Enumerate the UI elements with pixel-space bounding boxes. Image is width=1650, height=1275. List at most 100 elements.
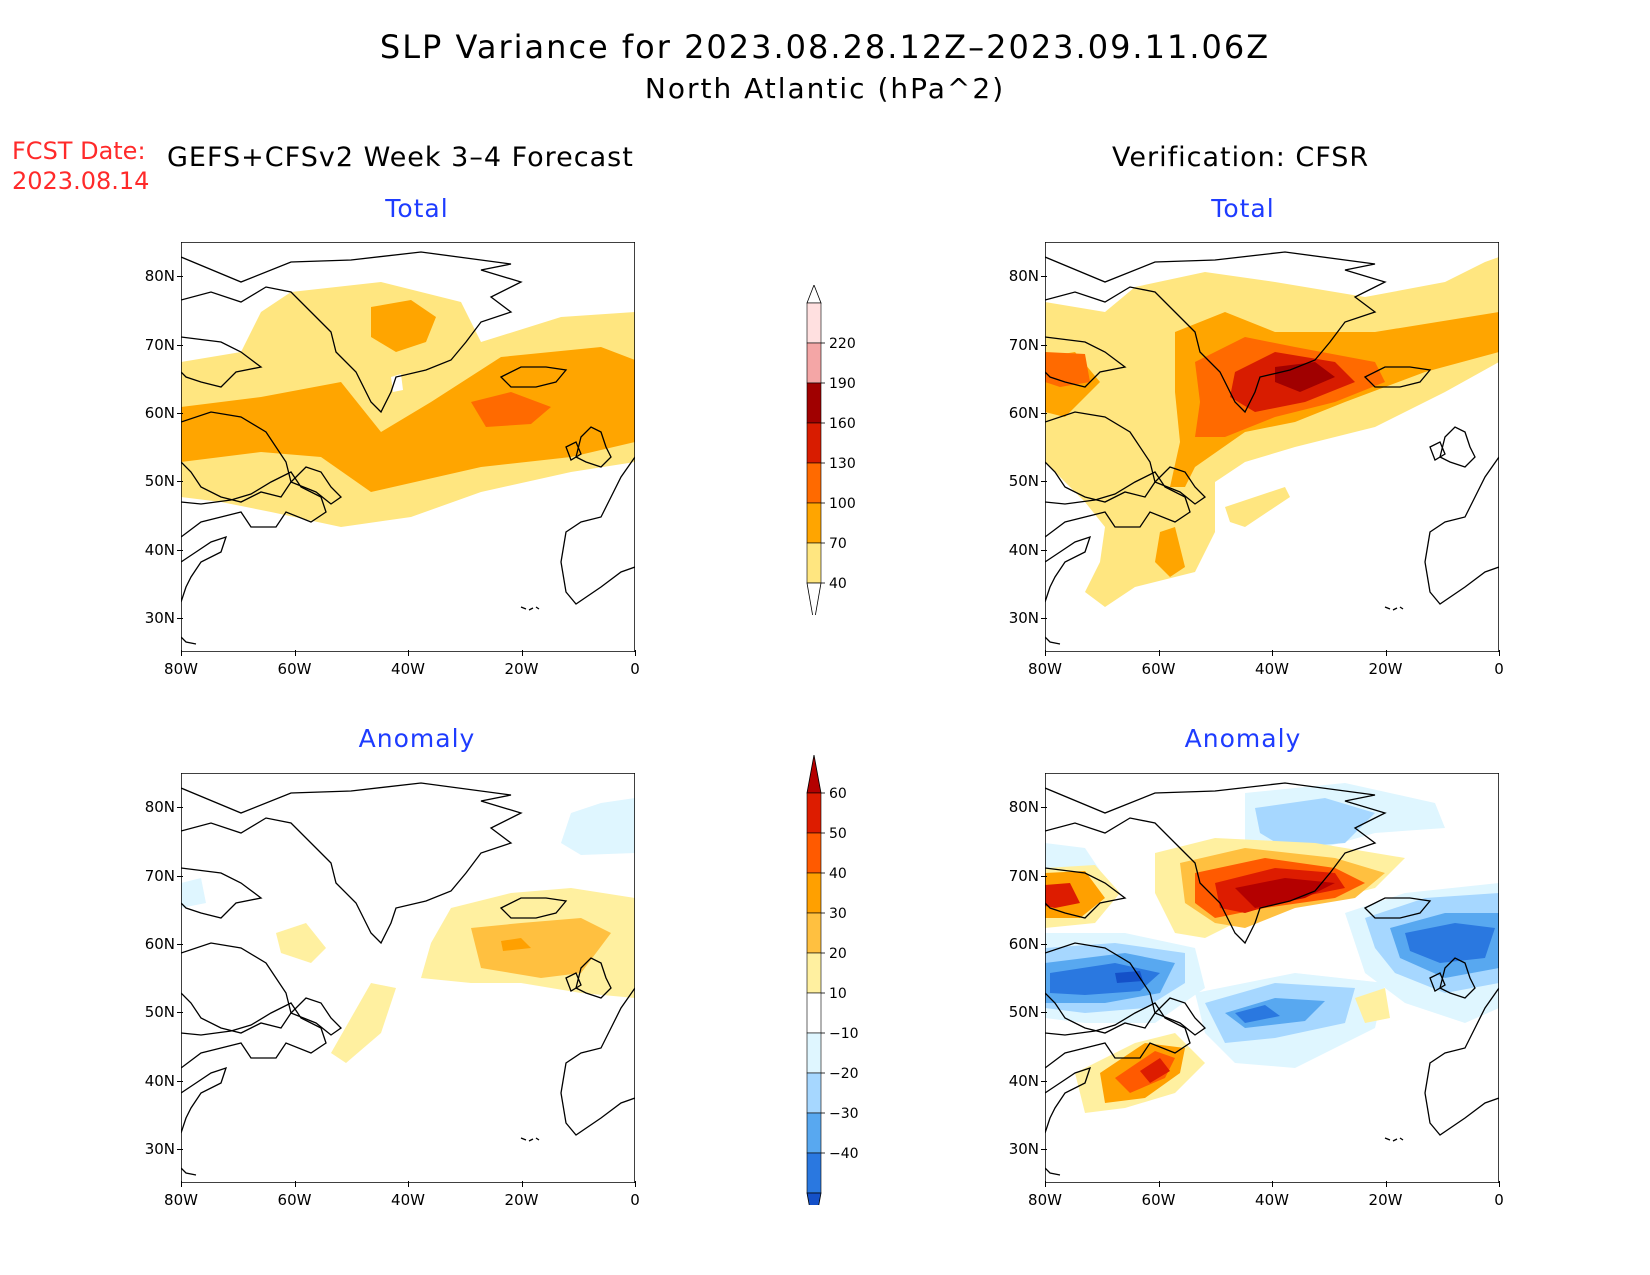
forecast-anomaly-title: Anomaly bbox=[358, 724, 476, 753]
lon-tick-label: 80W bbox=[1028, 1191, 1062, 1209]
colorbar-level-label: −40 bbox=[829, 1146, 859, 1162]
lon-tick-label: 60W bbox=[1141, 1191, 1176, 1209]
lon-tick-mark bbox=[1499, 650, 1500, 656]
colorbar-top-arrow bbox=[806, 754, 822, 794]
lat-tick-label: 50N bbox=[1008, 472, 1039, 491]
lat-tick-mark bbox=[1041, 807, 1047, 809]
main-subtitle: North Atlantic (hPa^2) bbox=[644, 72, 1006, 105]
lon-tick-mark bbox=[294, 1181, 296, 1187]
lat-tick-mark bbox=[1041, 943, 1047, 945]
lat-tick-mark bbox=[1041, 412, 1047, 414]
colorbar-level-label: 160 bbox=[829, 416, 856, 432]
verification-total-map bbox=[1045, 242, 1499, 652]
lon-tick-mark bbox=[1045, 650, 1046, 656]
colorbar-segment bbox=[806, 912, 822, 954]
forecast-total-map bbox=[181, 242, 635, 652]
lon-tick-label: 60W bbox=[1141, 660, 1176, 678]
colorbar-segment bbox=[806, 1152, 822, 1194]
colorbar-level-label: 190 bbox=[829, 376, 856, 392]
lon-tick-mark bbox=[1385, 1181, 1387, 1187]
colorbar-bottom-arrow bbox=[806, 1192, 822, 1232]
verification-anomaly-title: Anomaly bbox=[1184, 724, 1302, 753]
lat-tick-mark bbox=[177, 412, 183, 414]
lon-tick-mark bbox=[294, 650, 296, 656]
colorbar-level-label: 10 bbox=[829, 986, 847, 1002]
lat-tick-mark bbox=[1041, 1012, 1047, 1014]
lat-tick-mark bbox=[177, 276, 183, 278]
colorbar-segment bbox=[806, 382, 822, 424]
lat-tick-label: 30N bbox=[144, 1139, 175, 1158]
lat-tick-mark bbox=[1041, 875, 1047, 877]
lon-tick-label: 60W bbox=[277, 660, 312, 678]
lat-tick-label: 70N bbox=[1008, 335, 1039, 354]
lat-tick-label: 40N bbox=[144, 540, 175, 559]
lat-tick-mark bbox=[177, 943, 183, 945]
lat-tick-label: 60N bbox=[144, 403, 175, 422]
colorbar-segment bbox=[806, 1072, 822, 1114]
lat-tick-mark bbox=[177, 1148, 183, 1150]
colorbar-level-label: 220 bbox=[829, 336, 856, 352]
lat-tick-label: 40N bbox=[1008, 540, 1039, 559]
lon-tick-label: 0 bbox=[1494, 660, 1504, 678]
lon-tick-label: 20W bbox=[504, 1191, 539, 1209]
lat-tick-mark bbox=[1041, 276, 1047, 278]
lat-tick-mark bbox=[1041, 549, 1047, 551]
lat-tick-label: 50N bbox=[144, 1003, 175, 1022]
lon-tick-mark bbox=[1158, 650, 1160, 656]
lon-tick-mark bbox=[408, 650, 409, 656]
lat-tick-label: 70N bbox=[1008, 866, 1039, 885]
lat-tick-label: 60N bbox=[144, 934, 175, 953]
fcst-date-value: 2023.08.14 bbox=[12, 167, 150, 195]
colorbar-level-label: 40 bbox=[829, 576, 847, 592]
lat-tick-label: 70N bbox=[144, 335, 175, 354]
lon-tick-label: 60W bbox=[277, 1191, 312, 1209]
lat-tick-label: 50N bbox=[144, 472, 175, 491]
colorbar-level-label: 130 bbox=[829, 456, 856, 472]
colorbar-segment bbox=[806, 342, 822, 384]
lat-tick-label: 60N bbox=[1008, 934, 1039, 953]
lat-tick-mark bbox=[1041, 344, 1047, 346]
lon-tick-label: 40W bbox=[391, 660, 425, 678]
colorbar-level-label: −20 bbox=[829, 1066, 859, 1082]
lon-tick-mark bbox=[1272, 1181, 1273, 1187]
colorbar-segment bbox=[806, 1112, 822, 1154]
lon-tick-label: 20W bbox=[1368, 1191, 1403, 1209]
colorbar-level-label: 100 bbox=[829, 496, 856, 512]
colorbar-segment bbox=[806, 462, 822, 504]
colorbar-level-label: −30 bbox=[829, 1106, 859, 1122]
lat-tick-label: 80N bbox=[1008, 798, 1039, 817]
lon-tick-label: 40W bbox=[391, 1191, 425, 1209]
lat-tick-label: 80N bbox=[1008, 267, 1039, 286]
verification-total-title: Total bbox=[1211, 194, 1275, 223]
lon-tick-label: 0 bbox=[630, 660, 640, 678]
lat-tick-label: 30N bbox=[144, 608, 175, 627]
lat-tick-label: 40N bbox=[144, 1071, 175, 1090]
lon-tick-label: 80W bbox=[164, 1191, 198, 1209]
lon-tick-label: 40W bbox=[1255, 1191, 1289, 1209]
lat-tick-mark bbox=[177, 1080, 183, 1082]
colorbar-level-label: 30 bbox=[829, 906, 847, 922]
forecast-column-title: GEFS+CFSv2 Week 3–4 Forecast bbox=[167, 142, 634, 173]
lat-tick-mark bbox=[1041, 1080, 1047, 1082]
verification-column-title: Verification: CFSR bbox=[1112, 142, 1370, 173]
colorbar-level-label: 50 bbox=[829, 826, 847, 842]
lat-tick-mark bbox=[177, 549, 183, 551]
lat-tick-label: 80N bbox=[144, 267, 175, 286]
lon-tick-mark bbox=[521, 650, 523, 656]
colorbar-segment bbox=[806, 952, 822, 994]
colorbar-level-label: −10 bbox=[829, 1026, 859, 1042]
lat-tick-mark bbox=[177, 344, 183, 346]
lat-tick-mark bbox=[1041, 617, 1047, 619]
lon-tick-label: 40W bbox=[1255, 660, 1289, 678]
lon-tick-mark bbox=[521, 1181, 523, 1187]
colorbar-level-label: 40 bbox=[829, 866, 847, 882]
lat-tick-mark bbox=[177, 617, 183, 619]
lon-tick-label: 80W bbox=[164, 660, 198, 678]
lat-tick-mark bbox=[177, 807, 183, 809]
lon-tick-mark bbox=[635, 650, 636, 656]
lon-tick-label: 20W bbox=[1368, 660, 1403, 678]
lat-tick-mark bbox=[177, 481, 183, 483]
forecast-anomaly-map bbox=[181, 773, 635, 1183]
lat-tick-mark bbox=[1041, 1148, 1047, 1150]
colorbar-segment bbox=[806, 872, 822, 914]
